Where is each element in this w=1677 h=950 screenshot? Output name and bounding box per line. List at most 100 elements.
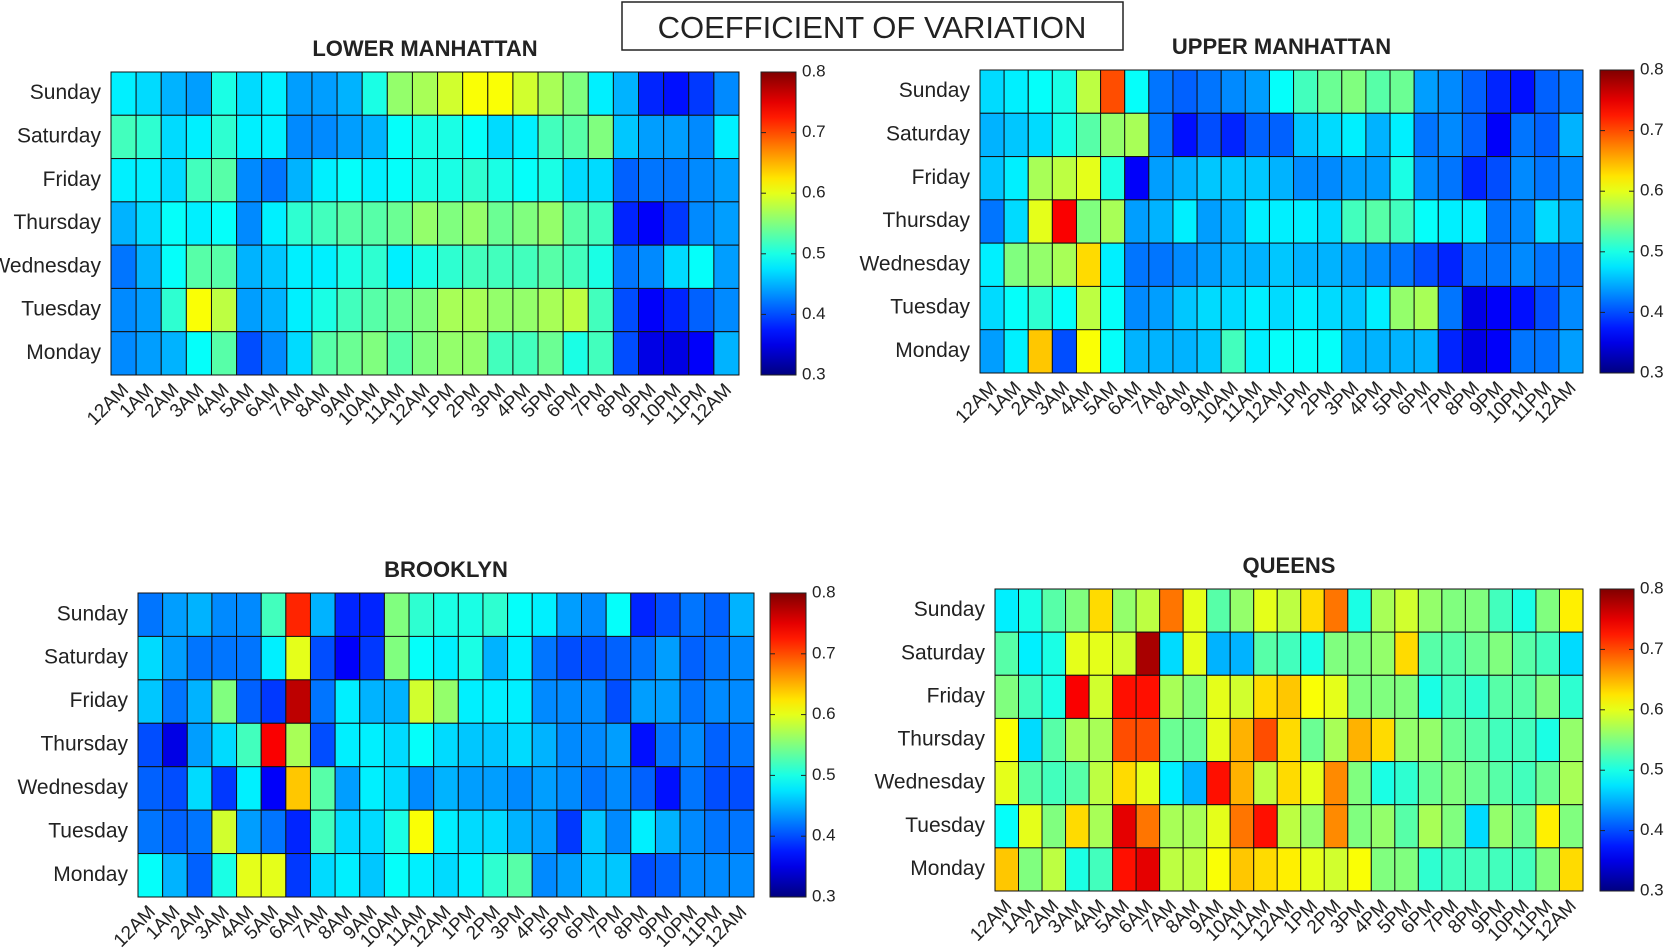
heat-cell [1065, 761, 1090, 806]
heat-cell [605, 679, 632, 724]
heat-cell [359, 766, 385, 811]
heat-cell [587, 331, 614, 376]
heat-cell [135, 114, 162, 160]
heat-cell [1488, 761, 1513, 806]
heat-cell [612, 71, 640, 116]
heat-cell [688, 331, 715, 376]
heat-cell [408, 809, 435, 855]
heat-cell [1300, 674, 1325, 719]
heat-cell [487, 287, 514, 333]
heat-cell [1172, 156, 1198, 201]
heat-cell [1027, 112, 1053, 158]
heat-cell [1300, 804, 1325, 849]
heat-cell [638, 114, 665, 160]
heat-cell [1535, 804, 1560, 849]
heat-cell [210, 331, 238, 376]
heat-cell [1317, 156, 1343, 201]
heat-cell [487, 114, 514, 160]
heat-cell [704, 679, 730, 724]
heat-cell [654, 679, 681, 724]
colorbar-tick-label: 0.4 [1640, 820, 1664, 839]
heat-cell [1370, 804, 1396, 849]
heat-cell [1112, 847, 1137, 892]
heat-cell [1148, 156, 1174, 201]
heat-cell [1196, 199, 1222, 244]
heat-cell [979, 329, 1005, 374]
heat-cell [361, 331, 388, 376]
heat-cell [437, 114, 464, 160]
heat-cell [713, 114, 740, 160]
heat-cell [562, 201, 589, 246]
heat-cell [531, 722, 558, 768]
heat-cell [1413, 112, 1439, 158]
colorbar-tick-label: 0.8 [1640, 578, 1664, 597]
heat-cell [361, 201, 388, 246]
heat-cell [1196, 156, 1222, 201]
row-label: Tuesday [21, 298, 101, 321]
heat-cell [1389, 329, 1415, 374]
heat-cell [612, 114, 640, 160]
heat-cell [1112, 631, 1137, 676]
row-label: Friday [43, 168, 102, 191]
colorbar-tick-label: 0.7 [1640, 120, 1664, 139]
heat-cell [979, 156, 1005, 201]
heat-cell [1488, 717, 1513, 763]
heat-cell [1075, 112, 1102, 158]
heat-cell [1253, 847, 1278, 892]
row-label: Sunday [57, 602, 129, 625]
heat-cell [1464, 761, 1490, 806]
heat-cell [261, 71, 288, 116]
heat-cell [1196, 69, 1222, 114]
row-label: Wednesday [0, 254, 101, 277]
heat-cell [1041, 761, 1067, 806]
heat-cell [457, 853, 484, 898]
heat-cell [386, 244, 413, 289]
heat-cell [1075, 156, 1102, 201]
heat-cell [110, 114, 137, 160]
heat-cell [1534, 69, 1560, 114]
heat-cell [160, 287, 187, 333]
heat-cell [1534, 199, 1560, 244]
heat-cell [260, 679, 287, 724]
heat-cell [1317, 285, 1343, 331]
heat-cell [1051, 285, 1077, 331]
heat-cell [688, 114, 715, 160]
heat-cell [562, 158, 589, 203]
heat-cell [1018, 588, 1043, 633]
heat-cell [537, 71, 564, 116]
heat-cell [185, 287, 212, 333]
heat-cell [1317, 242, 1343, 287]
heat-cell [1041, 804, 1067, 849]
heat-cell [1486, 242, 1512, 287]
heat-cell [386, 201, 413, 246]
heat-cell [487, 71, 514, 116]
colorbar-tick-label: 0.3 [1640, 880, 1664, 899]
heat-cell [211, 853, 238, 898]
heat-cell [1159, 717, 1184, 763]
heat-cell [1558, 329, 1584, 374]
heat-cell [1437, 285, 1463, 331]
heat-cell [386, 287, 413, 333]
heat-cell [1437, 242, 1463, 287]
heat-cell [1413, 156, 1439, 201]
heat-cell [612, 331, 640, 376]
heat-cell [994, 761, 1020, 806]
heat-cell [361, 244, 388, 289]
heat-cell [1347, 674, 1372, 719]
heat-cell [1535, 588, 1560, 633]
heat-cell [1323, 674, 1349, 719]
heat-cell [433, 722, 459, 768]
heat-cell [1461, 156, 1488, 201]
heat-cell [1065, 631, 1090, 676]
colorbar-tick-label: 0.6 [1640, 181, 1664, 200]
heat-cell [1461, 199, 1488, 244]
heat-cell [462, 71, 489, 116]
heat-cell [285, 809, 311, 855]
heat-cell [1461, 112, 1488, 158]
heat-cell [638, 158, 665, 203]
heat-cell [1253, 631, 1278, 676]
heat-cell [531, 809, 558, 855]
heat-cell [587, 71, 614, 116]
heat-cell [286, 114, 313, 160]
heat-cell [1003, 242, 1029, 287]
